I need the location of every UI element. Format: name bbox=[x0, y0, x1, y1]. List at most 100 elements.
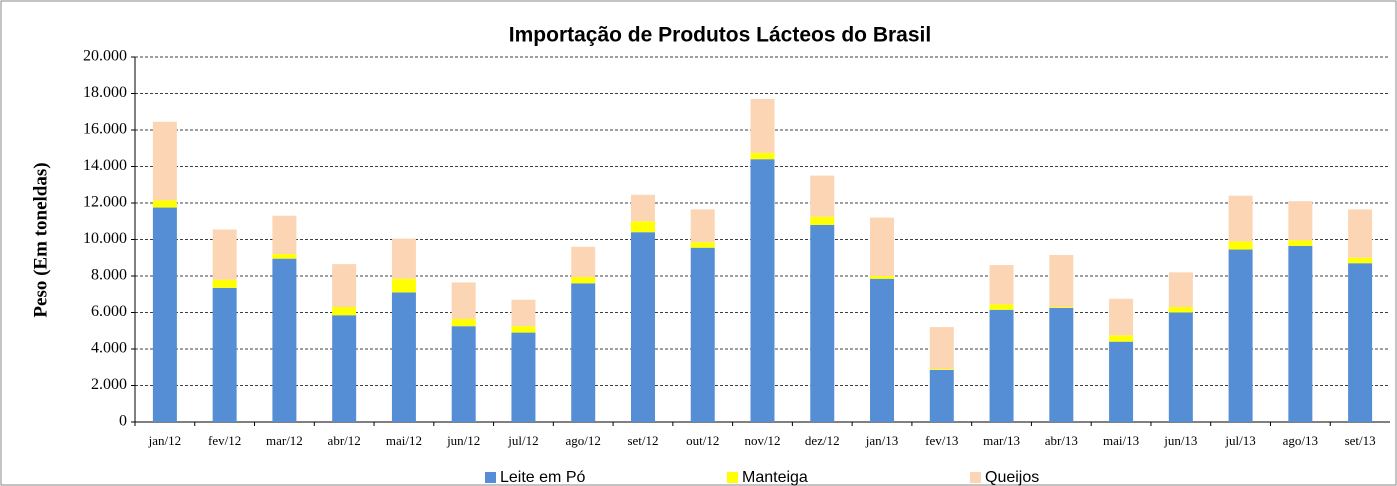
bar-segment bbox=[989, 304, 1014, 310]
y-axis-label: Peso (Em toneldas) bbox=[30, 162, 51, 317]
bar-segment bbox=[571, 246, 596, 277]
bar-segment bbox=[511, 326, 536, 333]
x-tick-label: mai/13 bbox=[1103, 433, 1139, 448]
x-tick-label: set/13 bbox=[1345, 433, 1376, 448]
x-tick-label: abr/13 bbox=[1045, 433, 1078, 448]
bar-segment bbox=[1348, 263, 1373, 422]
bar-segment bbox=[451, 282, 476, 319]
y-tick-label: 6.000 bbox=[91, 303, 127, 320]
x-tick-label: nov/12 bbox=[744, 433, 780, 448]
x-tick-label: set/12 bbox=[627, 433, 658, 448]
bar-segment bbox=[630, 232, 655, 422]
bar-segment bbox=[929, 369, 954, 422]
bar-segment bbox=[212, 229, 237, 280]
bar-segment bbox=[750, 159, 775, 422]
bar-segment bbox=[391, 238, 416, 279]
bar-segment bbox=[1049, 255, 1074, 308]
y-tick-label: 20.000 bbox=[83, 48, 127, 65]
bar-segment bbox=[690, 242, 715, 248]
bar-segment bbox=[929, 327, 954, 370]
bar-segment bbox=[212, 287, 237, 422]
bar-segment bbox=[870, 276, 895, 279]
x-tick-label: mai/12 bbox=[386, 433, 422, 448]
bar-segment bbox=[391, 292, 416, 422]
x-tick-label: dez/12 bbox=[805, 433, 840, 448]
bar-segment bbox=[810, 216, 835, 225]
bar-segment bbox=[571, 283, 596, 422]
bar-segment bbox=[511, 332, 536, 422]
bar-segment bbox=[1109, 335, 1134, 342]
x-tick-label: mar/13 bbox=[983, 433, 1020, 448]
bar-segment bbox=[810, 224, 835, 422]
x-tick-label: jan/12 bbox=[148, 433, 182, 448]
bar-segment bbox=[152, 121, 177, 201]
bar-segment bbox=[272, 258, 297, 422]
bar-segment bbox=[152, 207, 177, 422]
bar-segment bbox=[989, 309, 1014, 422]
bar-segment bbox=[152, 200, 177, 208]
bar-segment bbox=[870, 217, 895, 276]
y-tick-label: 14.000 bbox=[83, 157, 127, 174]
bar-segment bbox=[1109, 341, 1134, 422]
y-tick-label: 16.000 bbox=[83, 121, 127, 138]
y-tick-label: 12.000 bbox=[83, 194, 127, 211]
y-tick-label: 4.000 bbox=[91, 340, 127, 357]
bar-segment bbox=[1348, 257, 1373, 264]
legend-swatch bbox=[727, 472, 738, 483]
x-tick-label: jun/12 bbox=[446, 433, 480, 448]
bar-segment bbox=[1109, 298, 1134, 336]
legend-swatch bbox=[970, 472, 981, 483]
bar-segment bbox=[750, 98, 775, 153]
y-tick-label: 2.000 bbox=[91, 376, 127, 393]
bar-segment bbox=[272, 215, 297, 255]
bar-segment bbox=[630, 221, 655, 233]
y-tick-label: 8.000 bbox=[91, 267, 127, 284]
bar-segment bbox=[1228, 241, 1253, 250]
bar-segment bbox=[451, 318, 476, 327]
bar-segment bbox=[1288, 201, 1313, 241]
x-tick-label: jan/13 bbox=[865, 433, 899, 448]
bar-segment bbox=[1288, 245, 1313, 422]
bar-segment bbox=[810, 175, 835, 217]
bar-segment bbox=[1049, 307, 1074, 422]
legend-swatch bbox=[485, 472, 496, 483]
bar-segment bbox=[750, 152, 775, 160]
bar-segment bbox=[630, 194, 655, 222]
bar-segment bbox=[1228, 249, 1253, 422]
x-tick-label: out/12 bbox=[686, 433, 719, 448]
x-tick-label: fev/13 bbox=[925, 433, 958, 448]
bar-segment bbox=[332, 264, 357, 308]
bar-segment bbox=[929, 369, 954, 370]
bar-segment bbox=[212, 279, 237, 288]
bar-segment bbox=[571, 276, 596, 284]
y-tick-label: 18.000 bbox=[83, 84, 127, 101]
bar-segment bbox=[272, 254, 297, 259]
bar-segment bbox=[511, 299, 536, 327]
y-tick-label: 10.000 bbox=[83, 230, 127, 247]
legend-label: Queijos bbox=[985, 469, 1039, 486]
x-tick-label: abr/12 bbox=[328, 433, 361, 448]
bar-segment bbox=[989, 265, 1014, 305]
bar-segment bbox=[451, 326, 476, 422]
bar-segment bbox=[690, 247, 715, 422]
legend-label: Manteiga bbox=[742, 469, 808, 486]
bar-segment bbox=[1168, 272, 1193, 308]
x-tick-label: fev/12 bbox=[208, 433, 241, 448]
bar-segment bbox=[1168, 312, 1193, 422]
bar-segment bbox=[1168, 307, 1193, 313]
x-tick-label: ago/12 bbox=[566, 433, 601, 448]
bar-segment bbox=[870, 278, 895, 422]
legend-label: Leite em Pó bbox=[500, 469, 585, 486]
chart-title: Importação de Produtos Lácteos do Brasil bbox=[509, 24, 931, 47]
bar-segment bbox=[690, 209, 715, 243]
bar-segment bbox=[332, 307, 357, 316]
bar-segment bbox=[1049, 307, 1074, 308]
x-tick-label: jun/13 bbox=[1163, 433, 1197, 448]
x-tick-label: jul/12 bbox=[507, 433, 538, 448]
y-tick-label: 0 bbox=[119, 413, 127, 430]
bar-segment bbox=[391, 278, 416, 293]
x-tick-label: ago/13 bbox=[1283, 433, 1318, 448]
x-tick-label: mar/12 bbox=[266, 433, 303, 448]
bar-segment bbox=[1228, 195, 1253, 242]
